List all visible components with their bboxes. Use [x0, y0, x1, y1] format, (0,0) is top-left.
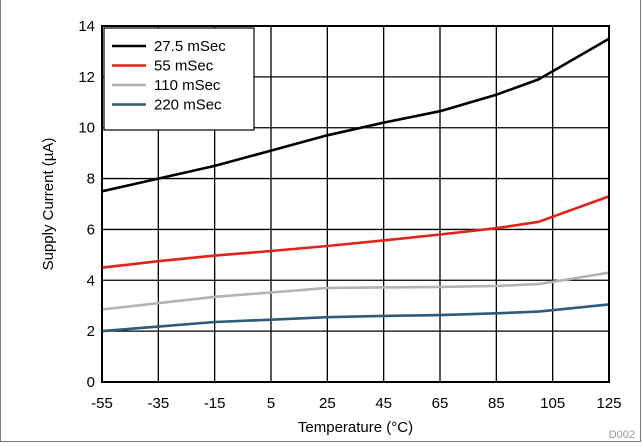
legend: 27.5 mSec 55 mSec 110 mSec 220 mSec: [103, 27, 255, 131]
y-tick-label: 14: [78, 18, 95, 35]
y-tick-label: 4: [87, 272, 95, 289]
legend-label: 27.5 mSec: [154, 38, 226, 55]
plot-area-border: [101, 25, 610, 383]
x-tick-label: 65: [432, 395, 449, 412]
x-tick-label: -55: [91, 395, 113, 412]
y-tick-label: 10: [78, 120, 95, 137]
series-lines: [101, 37, 610, 333]
figure-code: D002: [609, 429, 635, 441]
series-line-2: [101, 195, 610, 269]
x-tick-label: -35: [147, 395, 169, 412]
x-tick-label: 85: [488, 395, 505, 412]
y-tick-labels: 0 2 4 6 8 10 12 14: [78, 18, 95, 391]
legend-label: 220 mSec: [154, 97, 222, 114]
legend-label: 110 mSec: [154, 77, 221, 94]
y-tick-label: 2: [87, 323, 95, 340]
x-axis-title: Temperature (°C): [298, 419, 413, 436]
series-line-1: [101, 37, 610, 193]
y-tick-label: 0: [87, 374, 95, 391]
series-line-4: [101, 303, 610, 333]
x-tick-label: 25: [319, 395, 336, 412]
series-line-3: [101, 271, 610, 311]
y-tick-label: 12: [78, 69, 95, 86]
y-tick-label: 6: [87, 221, 95, 238]
x-tick-label: 5: [267, 395, 275, 412]
legend-label: 55 mSec: [154, 58, 214, 75]
x-tick-label: -15: [204, 395, 226, 412]
x-tick-labels: -55 -35 -15 5 25 45 65 85 105 125: [91, 395, 621, 412]
x-tick-label: 105: [540, 395, 565, 412]
y-axis-title: Supply Current (µA): [40, 138, 57, 271]
y-tick-label: 8: [87, 171, 95, 188]
x-tick-label: 125: [596, 395, 621, 412]
x-tick-label: 45: [375, 395, 392, 412]
